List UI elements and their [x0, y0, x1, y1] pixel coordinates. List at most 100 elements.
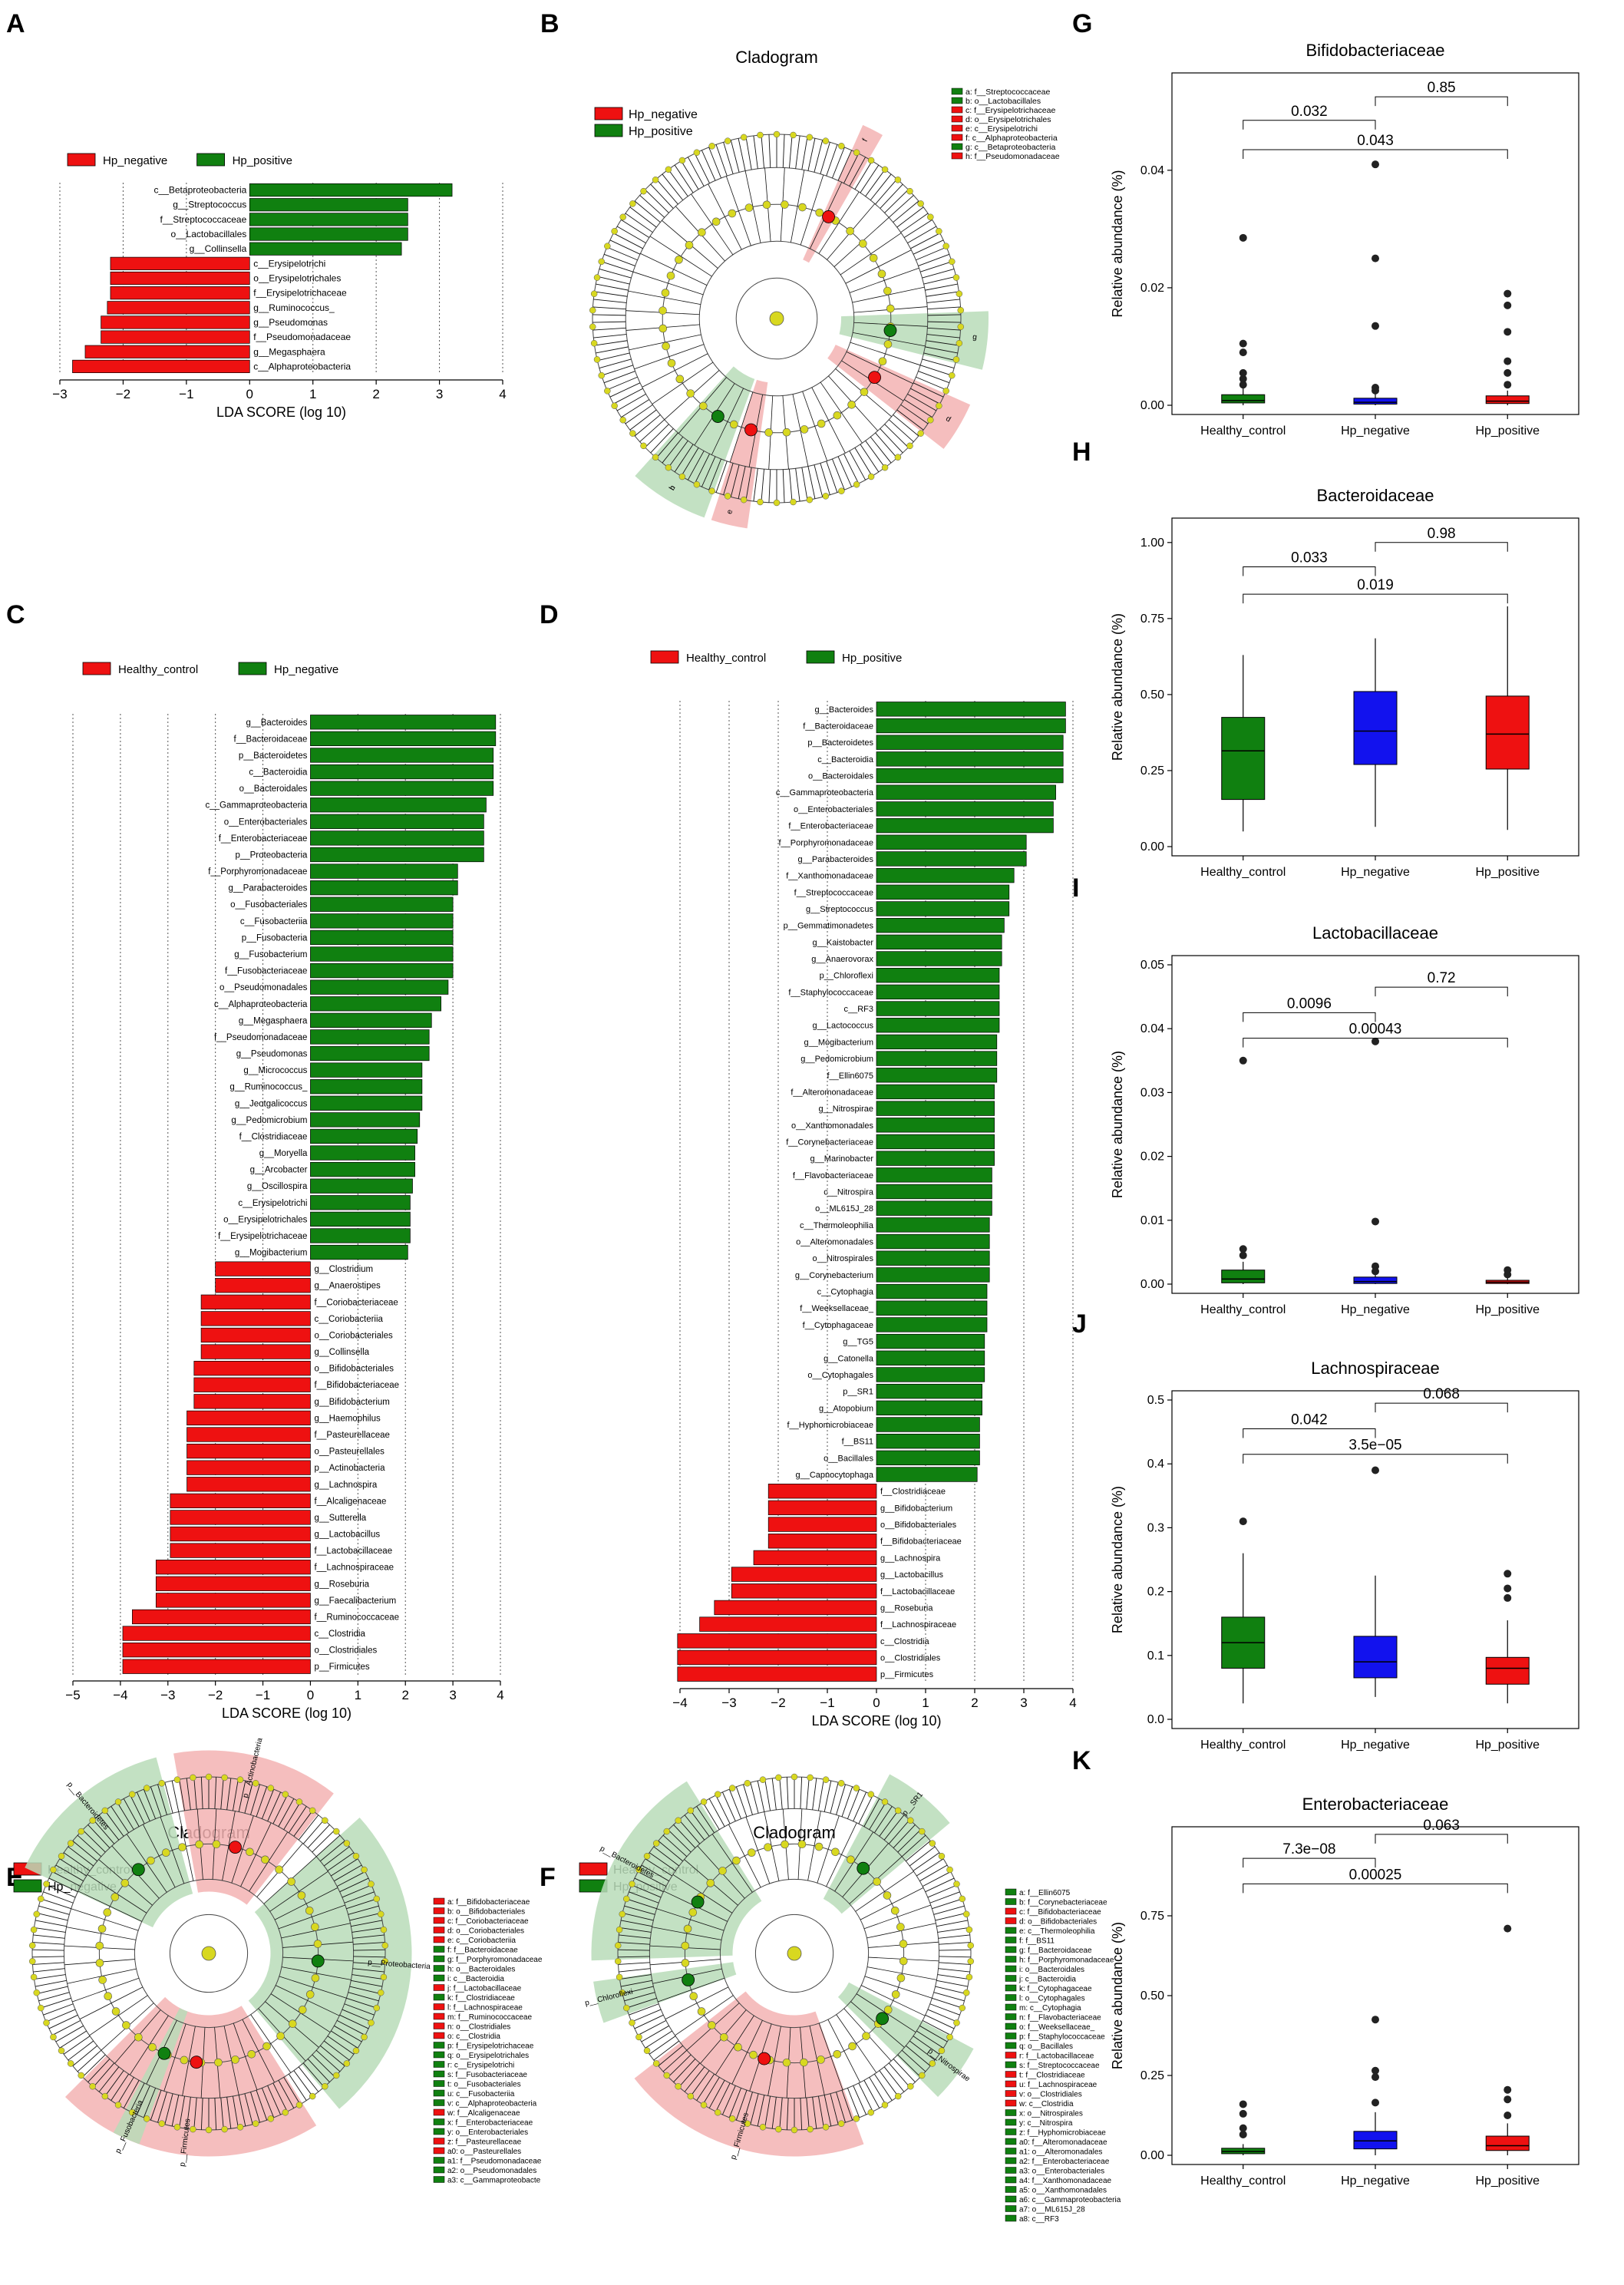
legend-label: Hp_positive	[233, 154, 292, 167]
key-label: k: f__Cytophagaceae	[1019, 1985, 1092, 1993]
tree-branch	[865, 169, 886, 197]
bar	[699, 1616, 877, 1632]
tree-node	[740, 134, 748, 141]
y-tick-label: 0.02	[1140, 282, 1164, 295]
key-swatch	[951, 124, 963, 132]
tree-node	[917, 430, 924, 437]
p-value-label: 0.98	[1428, 526, 1456, 542]
tree-branch	[850, 342, 921, 366]
key-label: a: f__Streptococcaceae	[965, 88, 1050, 97]
x-tick-label: −2	[771, 1696, 785, 1710]
key-label: n: f__Flavobacteriaceae	[1019, 2014, 1101, 2022]
tree-node	[817, 2056, 825, 2064]
x-tick-label: 4	[1069, 1696, 1076, 1710]
box	[1485, 395, 1530, 404]
y-tick-label: 0.25	[1140, 2069, 1164, 2082]
tree-branch	[164, 1782, 173, 1814]
tree-node	[635, 2033, 642, 2041]
tree-branch	[696, 1806, 715, 1834]
key-swatch	[1005, 2176, 1017, 2184]
tree-branch	[807, 138, 816, 171]
tree-node	[906, 187, 913, 195]
outlier-point	[1239, 2100, 1247, 2108]
tree-node	[878, 357, 887, 366]
key-label: m: c__Cytophagia	[1019, 2004, 1081, 2013]
tree-branch	[619, 1927, 652, 1933]
tree-node	[862, 2032, 870, 2040]
key-swatch	[1005, 2186, 1017, 2193]
key-swatch	[433, 1936, 445, 1943]
tree-node	[781, 1840, 789, 1849]
tree-branch	[650, 183, 674, 209]
tree-node	[33, 1989, 41, 1996]
tree-branch	[339, 2014, 369, 2029]
tree-branch	[143, 1824, 176, 1888]
key-label: d: o__Coriobacteriales	[447, 1927, 524, 1936]
biomarker-node	[311, 1954, 325, 1968]
y-tick-label: 0.25	[1140, 764, 1164, 778]
tree-branch	[879, 2070, 899, 2097]
bar-label: g__Bacteroides	[815, 705, 874, 715]
tree-branch	[645, 189, 669, 213]
y-tick-label: 0.04	[1140, 1022, 1164, 1035]
tree-branch	[690, 1810, 710, 1837]
tree-branch	[750, 2093, 759, 2125]
tree-node	[942, 388, 949, 395]
tree-branch	[684, 1814, 705, 1841]
tree-branch	[163, 2023, 186, 2092]
key-swatch	[433, 2080, 445, 2087]
tree-branch	[768, 134, 771, 168]
tree-branch	[939, 1956, 971, 1958]
tree-branch	[939, 1942, 971, 1945]
bar	[767, 1500, 877, 1516]
key-label: z: f__Pasteurellaceae	[447, 2138, 522, 2147]
outlier-point	[1371, 254, 1379, 263]
panel-label: K	[1072, 1746, 1091, 1775]
tree-branch	[937, 1974, 969, 1980]
tree-branch	[866, 1966, 937, 1980]
bar	[170, 1493, 311, 1508]
bar-label: g__Ruminococcus_	[229, 1083, 308, 1092]
tree-node	[295, 2102, 303, 2108]
tree-branch	[879, 1810, 899, 1837]
tree-node	[806, 496, 814, 504]
tree-node	[957, 323, 965, 331]
tree-node	[965, 1973, 973, 1981]
tree-branch	[111, 2073, 130, 2101]
bar-label: p__Bacteroidetes	[239, 751, 308, 761]
tree-node	[38, 1895, 45, 1903]
tree-node	[652, 454, 659, 461]
tree-node	[221, 1774, 228, 1781]
y-tick-label: 0.75	[1140, 1910, 1164, 1923]
bar	[876, 867, 1015, 883]
tree-branch	[593, 299, 627, 303]
tree-branch	[658, 2045, 683, 2066]
tree-branch	[723, 142, 734, 174]
bar-label: g__Moryella	[259, 1149, 308, 1158]
tree-branch	[880, 183, 903, 209]
tree-branch	[606, 376, 638, 391]
tree-branch	[694, 153, 710, 183]
key-swatch	[1005, 2042, 1017, 2049]
tree-branch	[863, 2080, 880, 2108]
panel-label: B	[540, 9, 559, 38]
box	[1221, 717, 1266, 801]
bar	[310, 1145, 415, 1161]
bar-label: o__Enterobacteriales	[224, 817, 308, 827]
bar	[876, 1051, 998, 1066]
bar	[186, 1477, 311, 1492]
tree-branch	[626, 1898, 657, 1910]
tree-branch	[220, 1777, 224, 1810]
bar	[310, 880, 458, 896]
tree-branch	[923, 352, 956, 362]
bar	[310, 913, 454, 929]
tree-node	[708, 487, 715, 494]
key-swatch	[433, 2032, 445, 2039]
x-tick-label: 3	[449, 1688, 456, 1702]
tree-branch	[171, 2095, 180, 2127]
key-label: s: f__Streptococcaceae	[1019, 2062, 1100, 2070]
tree-node	[158, 2120, 166, 2127]
tree-node	[190, 1774, 196, 1781]
key-label: f: c__Alphaproteobacteria	[965, 134, 1058, 143]
tree-branch	[818, 2095, 824, 2128]
